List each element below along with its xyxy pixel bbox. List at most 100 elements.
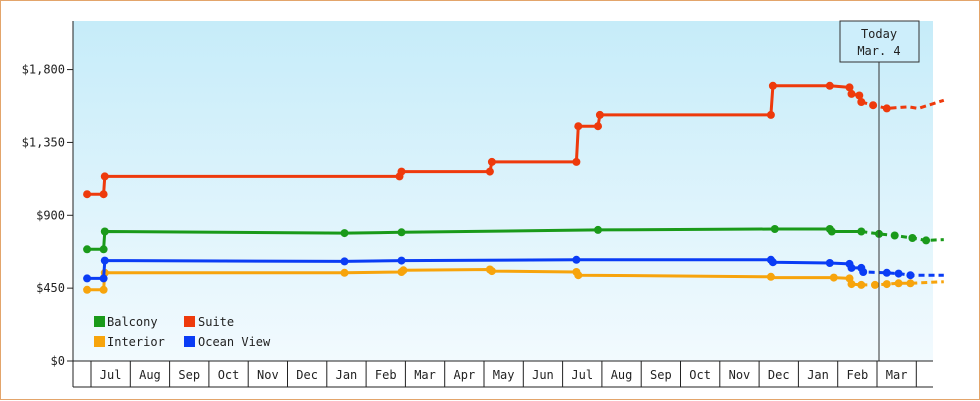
data-point	[487, 267, 496, 276]
legend-label-balcony: Balcony	[107, 315, 158, 329]
x-month-label: Oct	[218, 368, 240, 382]
plot-area	[73, 21, 933, 361]
data-point	[340, 268, 349, 277]
x-month-label: Mar	[414, 368, 436, 382]
data-point	[397, 256, 406, 265]
legend-swatch-balcony	[94, 316, 105, 327]
data-point	[768, 81, 777, 90]
legend: Balcony Suite Interior Ocean View	[94, 315, 271, 349]
data-point	[340, 257, 349, 266]
data-point	[894, 269, 903, 278]
x-month-label: Feb	[375, 368, 397, 382]
data-point	[340, 229, 349, 238]
series-line	[87, 268, 862, 292]
data-point	[99, 190, 108, 199]
data-point	[847, 280, 856, 289]
data-point	[397, 167, 406, 176]
legend-swatch-ocean-view	[184, 336, 195, 347]
y-tick-label: $450	[36, 281, 65, 295]
data-point	[768, 258, 777, 267]
data-point	[399, 266, 408, 275]
data-point	[890, 231, 899, 240]
y-axis: $0 $450 $900 $1,350 $1,800	[22, 21, 74, 387]
data-point	[574, 271, 583, 280]
today-label-line1: Today	[861, 27, 897, 41]
data-point	[83, 274, 92, 283]
x-month-label: Jul	[571, 368, 593, 382]
series-suite	[83, 81, 945, 199]
x-month-label: Sep	[178, 368, 200, 382]
data-point	[100, 256, 109, 265]
legend-swatch-suite	[184, 316, 195, 327]
data-point	[859, 268, 868, 276]
data-point	[397, 228, 406, 237]
x-month-label: Sep	[650, 368, 672, 382]
x-month-label: Nov	[257, 368, 279, 382]
data-point	[847, 89, 856, 98]
x-month-label: May	[493, 368, 515, 382]
data-point	[829, 273, 838, 282]
x-month-label: Dec	[768, 368, 790, 382]
x-month-label: Apr	[454, 368, 476, 382]
data-point	[825, 259, 834, 267]
x-month-label: Jun	[532, 368, 554, 382]
legend-item-interior: Interior	[94, 335, 165, 349]
legend-item-suite: Suite	[184, 315, 234, 329]
data-point	[922, 236, 931, 245]
data-point	[857, 98, 866, 106]
series-balcony	[83, 225, 944, 254]
x-month-label: Mar	[886, 368, 908, 382]
series-ocean-view	[83, 255, 944, 283]
data-point	[869, 101, 878, 110]
data-point	[857, 227, 866, 236]
x-axis: Jul Aug Sep Oct Nov Dec Jan Feb Mar Apr May Jun Jul A…	[73, 360, 933, 388]
data-point	[572, 255, 581, 264]
data-point	[827, 227, 836, 236]
x-month-label: Aug	[139, 368, 161, 382]
data-point	[487, 157, 496, 166]
legend-item-ocean-view: Ocean View	[184, 335, 271, 349]
today-label-line2: Mar. 4	[857, 44, 900, 58]
data-point	[847, 263, 856, 272]
data-point	[766, 272, 775, 281]
data-point	[594, 225, 602, 234]
data-point	[871, 280, 879, 289]
data-point	[595, 110, 604, 119]
data-point	[83, 245, 92, 254]
data-point	[855, 91, 864, 100]
data-point	[574, 122, 583, 131]
today-box	[839, 20, 920, 63]
data-point	[882, 268, 891, 277]
data-point	[485, 167, 494, 176]
data-point	[99, 245, 108, 254]
x-month-label: Oct	[689, 368, 711, 382]
data-point	[99, 274, 108, 283]
x-month-label: Feb	[847, 368, 869, 382]
data-point	[594, 122, 602, 131]
x-month-label: Aug	[611, 368, 633, 382]
x-month-label: Dec	[296, 368, 318, 382]
legend-label-suite: Suite	[198, 315, 234, 329]
x-month-label: Nov	[729, 368, 751, 382]
data-point	[845, 83, 854, 92]
legend-label-ocean-view: Ocean View	[198, 335, 271, 349]
data-point	[770, 225, 779, 233]
data-point	[906, 271, 915, 280]
data-point	[99, 285, 108, 294]
data-point	[882, 280, 891, 289]
x-month-label: Jan	[807, 368, 829, 382]
data-point	[766, 110, 775, 119]
series-layer	[83, 81, 945, 294]
y-tick-label: $900	[36, 208, 65, 222]
legend-swatch-interior	[94, 336, 105, 347]
data-point	[83, 285, 92, 294]
data-point	[572, 157, 581, 166]
y-tick-label: $1,800	[22, 63, 65, 77]
legend-label-interior: Interior	[107, 335, 165, 349]
y-tick-label: $0	[51, 354, 65, 368]
today-marker: Today Mar. 4	[839, 20, 920, 361]
data-point	[894, 279, 903, 288]
x-month-label: Jul	[100, 368, 122, 382]
